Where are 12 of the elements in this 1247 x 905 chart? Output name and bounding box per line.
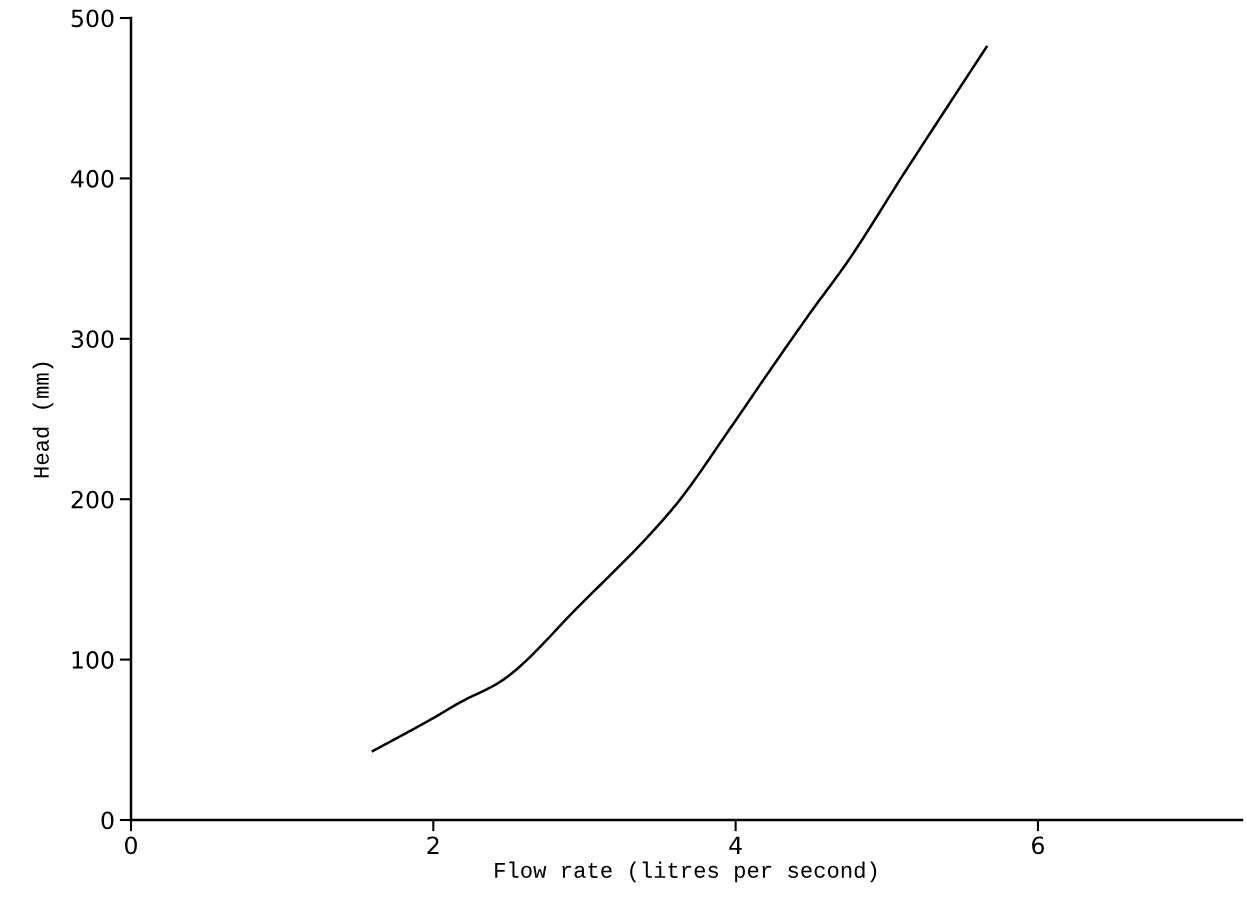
x-tick-label: 6: [1032, 836, 1044, 855]
y-tick-label: 100: [72, 651, 114, 669]
x-tick-label: 2: [427, 836, 439, 854]
y-tick-label: 300: [71, 330, 114, 349]
x-tick-label: 0: [125, 836, 137, 855]
y-tick-label: 200: [71, 490, 114, 509]
y-tick-label: 500: [71, 9, 114, 28]
x-tick-label: 4: [729, 836, 742, 854]
x-axis-title: Flow rate (litres per second): [495, 861, 877, 883]
y-axis-title: Head (mm): [32, 362, 54, 478]
y-tick-label: 0: [101, 811, 114, 830]
y-tick-label: 400: [71, 169, 114, 188]
